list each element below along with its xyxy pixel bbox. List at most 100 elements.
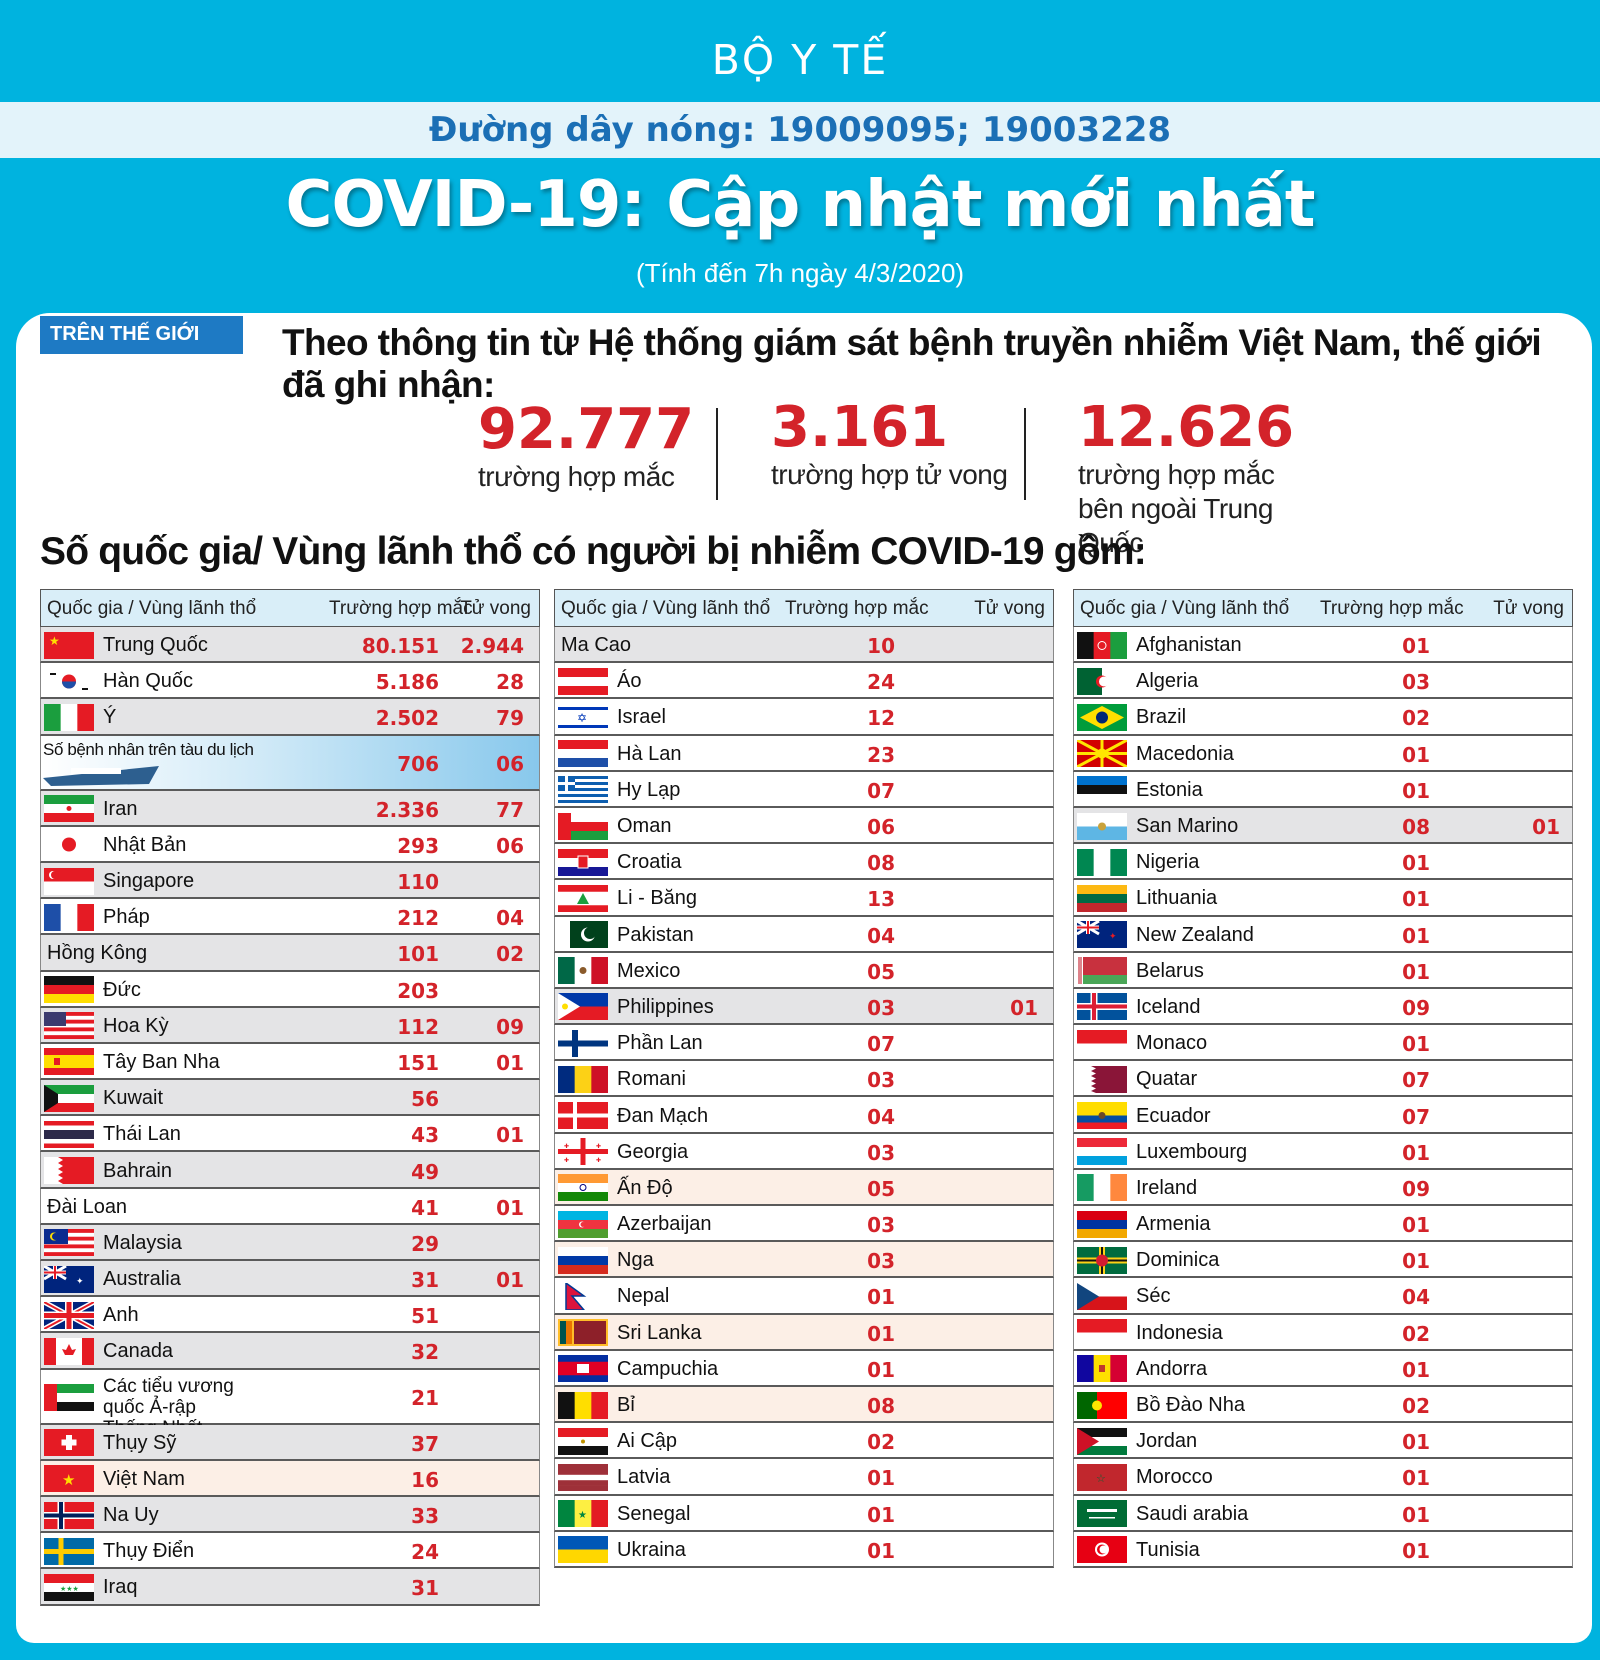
- col-header-cases: Trường hợp mắc: [785, 598, 929, 619]
- country-name: Séc: [1136, 1285, 1171, 1308]
- flag-icon: [44, 903, 95, 931]
- table-row: ★ Senegal 01: [554, 1495, 1054, 1532]
- case-count: 04: [867, 1104, 895, 1129]
- case-count: 01: [1402, 742, 1430, 767]
- table-row: Macedonia 01: [1073, 735, 1573, 772]
- case-count: 10: [867, 634, 895, 659]
- table-row: Ireland 09: [1073, 1169, 1573, 1206]
- table-row: Belarus 01: [1073, 952, 1573, 989]
- case-count: 07: [1402, 1104, 1430, 1129]
- flag-icon: [44, 1537, 94, 1565]
- stat-label: trường hợp tử vong: [771, 459, 1008, 490]
- ship-icon: [41, 760, 161, 788]
- page-subtitle: (Tính đến 7h ngày 4/3/2020): [635, 258, 965, 288]
- case-count: 24: [411, 1540, 439, 1565]
- flag-icon: [558, 1029, 608, 1057]
- case-count: 09: [1402, 995, 1430, 1020]
- case-count: 08: [1402, 815, 1430, 840]
- country-name: Bahrain: [103, 1159, 172, 1182]
- flag-icon: [44, 976, 94, 1004]
- case-count: 706: [397, 752, 439, 777]
- table-row: Phần Lan 07: [554, 1025, 1054, 1062]
- case-count: 31: [411, 1268, 439, 1293]
- country-name: Áo: [617, 670, 642, 693]
- table-row: Thụy Điển 24: [40, 1533, 540, 1570]
- country-name: Ireland: [1136, 1176, 1198, 1199]
- flag-icon: [44, 795, 94, 823]
- death-count: 01: [496, 1268, 524, 1293]
- table-row: Monaco 01: [1073, 1025, 1573, 1062]
- table-row: ✦ Australia 31 01: [40, 1261, 540, 1298]
- case-count: 03: [1402, 670, 1430, 695]
- flag-icon: [558, 957, 609, 985]
- country-name: Azerbaijan: [617, 1213, 712, 1236]
- country-name: Ukraina: [617, 1538, 686, 1561]
- country-name: Pakistan: [617, 923, 694, 946]
- flag-icon: ✦: [1076, 919, 1127, 949]
- table-row: ✡ Israel 12: [554, 699, 1054, 736]
- country-name: Li - Băng: [617, 887, 698, 910]
- country-name: Saudi arabia: [1136, 1502, 1249, 1525]
- svg-text:✚: ✚: [564, 1143, 569, 1150]
- flag-icon: [1077, 631, 1128, 659]
- stat-total-deaths: 3.161 trường hợp tử vong: [771, 395, 1008, 492]
- case-count: 08: [867, 851, 895, 876]
- country-table-1: Quốc gia / Vùng lãnh thổ Trường hợp mắc Tử…: [40, 589, 540, 1606]
- flag-icon: [1077, 1138, 1127, 1166]
- case-count: 05: [867, 1176, 895, 1201]
- stat-value: 3.161: [771, 395, 949, 460]
- country-name: Quatar: [1136, 1068, 1198, 1091]
- case-count: 01: [1402, 1140, 1430, 1165]
- table-header: Quốc gia / Vùng lãnh thổ Trường hợp mắc Tử…: [554, 589, 1054, 627]
- svg-text:✦: ✦: [1109, 931, 1117, 941]
- case-count: 110: [397, 870, 439, 895]
- table-row: Hàn Quốc 5.186 28: [40, 663, 540, 700]
- flag-icon: [1077, 703, 1127, 731]
- hotline-bar: Đường dây nóng: 19009095; 19003228: [0, 102, 1600, 158]
- table-row: Đức 203: [40, 971, 540, 1008]
- table-row: Iran 2.336 77: [40, 790, 540, 827]
- country-name: Brazil: [1136, 706, 1187, 729]
- flag-icon: [1076, 738, 1128, 769]
- flag-icon: ✚ ✚ ✚ ✚: [558, 1138, 608, 1166]
- case-count: 02: [1402, 1321, 1430, 1346]
- case-count: 16: [411, 1467, 439, 1492]
- table-row: Azerbaijan 03: [554, 1206, 1054, 1243]
- table-row: Đài Loan 41 01: [40, 1188, 540, 1225]
- svg-text:★: ★: [49, 634, 60, 648]
- case-count: 13: [867, 887, 895, 912]
- case-count: 293: [397, 833, 439, 858]
- flag-icon: [1077, 1391, 1127, 1419]
- table-row: Singapore 110: [40, 862, 540, 900]
- country-name: Malaysia: [103, 1231, 182, 1254]
- flag-icon: [558, 812, 608, 840]
- case-count: 01: [1402, 887, 1430, 912]
- svg-text:✡: ✡: [577, 711, 587, 725]
- case-count: 01: [1402, 1466, 1430, 1491]
- flag-icon: [1077, 1065, 1127, 1093]
- country-name: Nhật Bản: [103, 833, 187, 856]
- case-count: 01: [1402, 1430, 1430, 1455]
- flag-icon: [42, 1299, 96, 1331]
- case-count: 5.186: [375, 670, 439, 695]
- table-row: Oman 06: [554, 807, 1054, 845]
- table-row: Anh 51: [40, 1297, 540, 1334]
- country-name: Armenia: [1136, 1213, 1211, 1236]
- case-count: 01: [1402, 1538, 1430, 1563]
- table-row: Luxembourg 01: [1073, 1133, 1573, 1170]
- table-row: Nhật Bản 293 06: [40, 826, 540, 863]
- flag-icon: [558, 1427, 608, 1456]
- table-row: Ma Cao 10: [554, 627, 1054, 664]
- stat-outside-china: 12.626 trường hợp mắc bên ngoài Trung Qu…: [1078, 398, 1318, 560]
- country-name: Ý: [103, 706, 117, 729]
- flag-icon: ☆: [1077, 1463, 1127, 1491]
- country-name: Bồ Đào Nha: [1136, 1394, 1245, 1417]
- death-count: 01: [496, 1123, 524, 1148]
- col-header-country: Quốc gia / Vùng lãnh thổ: [561, 598, 771, 619]
- country-name: Nepal: [617, 1285, 670, 1308]
- case-count: 41: [411, 1195, 439, 1220]
- table-row: Mexico 05: [554, 952, 1054, 989]
- flag-icon: [1077, 776, 1127, 804]
- country-name: Estonia: [1136, 778, 1203, 801]
- table-row: Hoa Kỳ 112 09: [40, 1007, 540, 1044]
